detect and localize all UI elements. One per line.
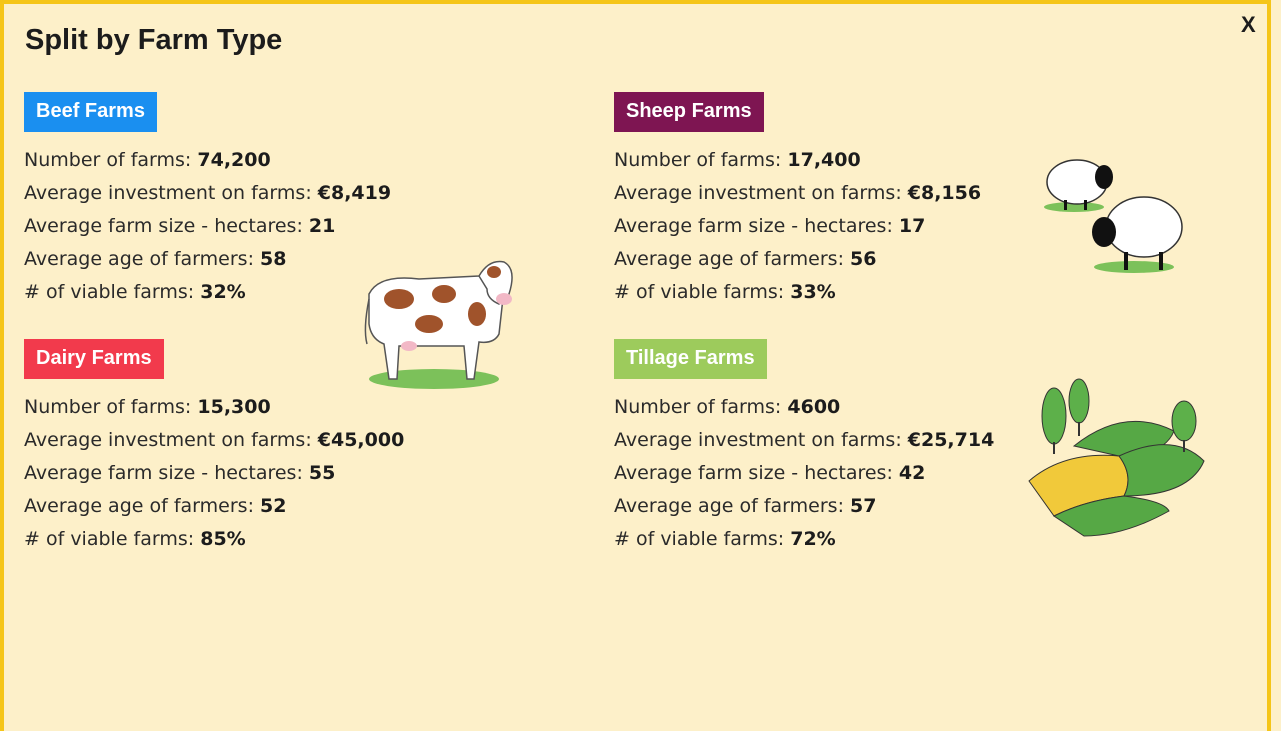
farm-section: Beef Farms Number of farms: 74,200 Average… (24, 92, 391, 309)
stat-value: 57 (850, 495, 877, 517)
stat-label: Number of farms: (614, 149, 782, 171)
stat-value: 4600 (787, 396, 841, 418)
stat-row: Average farm size - hectares: 21 (24, 210, 391, 243)
stat-value: 74,200 (197, 149, 271, 171)
stat-value: 21 (308, 215, 336, 237)
stat-value: 52 (260, 495, 287, 517)
stat-label: # of viable farms: (24, 281, 195, 303)
stat-list: Number of farms: 74,200 Average investmen… (24, 144, 391, 309)
stat-value: 56 (850, 248, 877, 270)
stat-row: # of viable farms: 72% (614, 523, 994, 556)
stat-row: Average investment on farms: €8,156 (614, 177, 981, 210)
stat-label: Average investment on farms: (24, 182, 312, 204)
stat-list: Number of farms: 15,300 Average investmen… (24, 391, 404, 556)
cow-illustration (364, 260, 513, 389)
stat-row: Average age of farmers: 56 (614, 243, 981, 276)
stat-row: Number of farms: 74,200 (24, 144, 391, 177)
stat-value: 17,400 (787, 149, 861, 171)
fields-illustration (1028, 378, 1205, 537)
stat-label: Average investment on farms: (24, 429, 312, 451)
stat-value: €45,000 (317, 429, 405, 451)
stat-value: €25,714 (907, 429, 995, 451)
stat-row: Average investment on farms: €8,419 (24, 177, 391, 210)
section-heading: Dairy Farms (24, 339, 164, 379)
stat-row: # of viable farms: 85% (24, 523, 404, 556)
stat-label: # of viable farms: (614, 528, 785, 550)
stat-value: €8,419 (317, 182, 392, 204)
stat-row: # of viable farms: 33% (614, 276, 981, 309)
stat-row: Average farm size - hectares: 17 (614, 210, 981, 243)
stat-row: Number of farms: 4600 (614, 391, 994, 424)
stat-list: Number of farms: 4600 Average investment … (614, 391, 994, 556)
stat-value: 17 (898, 215, 926, 237)
stat-label: Average farm size - hectares: (614, 462, 893, 484)
stat-label: Average age of farmers: (24, 495, 254, 517)
section-heading: Beef Farms (24, 92, 157, 132)
stat-list: Number of farms: 17,400 Average investmen… (614, 144, 981, 309)
farm-section: Dairy Farms Number of farms: 15,300 Averag… (24, 339, 404, 556)
farm-section: Tillage Farms Number of farms: 4600 Averag… (614, 339, 994, 556)
stat-label: Average farm size - hectares: (24, 215, 303, 237)
stat-label: Average farm size - hectares: (24, 462, 303, 484)
stat-label: Average investment on farms: (614, 182, 902, 204)
stat-row: Average age of farmers: 52 (24, 490, 404, 523)
stat-value: 72% (790, 528, 836, 550)
stat-value: 15,300 (197, 396, 271, 418)
stat-row: Number of farms: 15,300 (24, 391, 404, 424)
close-button[interactable]: X (1241, 12, 1256, 37)
stat-label: # of viable farms: (24, 528, 195, 550)
stat-label: Number of farms: (24, 396, 192, 418)
stat-label: Number of farms: (614, 396, 782, 418)
sheep-illustration (1044, 159, 1183, 273)
stat-value: 85% (200, 528, 246, 550)
stat-label: Average age of farmers: (614, 248, 844, 270)
section-heading: Tillage Farms (614, 339, 767, 379)
stat-value: 32% (200, 281, 246, 303)
stat-label: Average age of farmers: (614, 495, 844, 517)
stat-row: Average age of farmers: 58 (24, 243, 391, 276)
stat-row: Average investment on farms: €25,714 (614, 424, 994, 457)
stat-row: Average farm size - hectares: 55 (24, 457, 404, 490)
dialog-title: Split by Farm Type (25, 24, 283, 56)
stat-label: # of viable farms: (614, 281, 785, 303)
stat-row: Average investment on farms: €45,000 (24, 424, 404, 457)
stat-row: Number of farms: 17,400 (614, 144, 981, 177)
stat-value: 58 (260, 248, 287, 270)
stat-row: Average farm size - hectares: 42 (614, 457, 994, 490)
farm-section: Sheep Farms Number of farms: 17,400 Averag… (614, 92, 981, 309)
stat-value: 33% (790, 281, 836, 303)
stat-row: Average age of farmers: 57 (614, 490, 994, 523)
stat-value: 55 (308, 462, 336, 484)
section-heading: Sheep Farms (614, 92, 764, 132)
stat-label: Average farm size - hectares: (614, 215, 893, 237)
stat-value: €8,156 (907, 182, 982, 204)
stat-label: Average age of farmers: (24, 248, 254, 270)
stat-label: Average investment on farms: (614, 429, 902, 451)
stat-value: 42 (898, 462, 926, 484)
stat-row: # of viable farms: 32% (24, 276, 391, 309)
stat-label: Number of farms: (24, 149, 192, 171)
